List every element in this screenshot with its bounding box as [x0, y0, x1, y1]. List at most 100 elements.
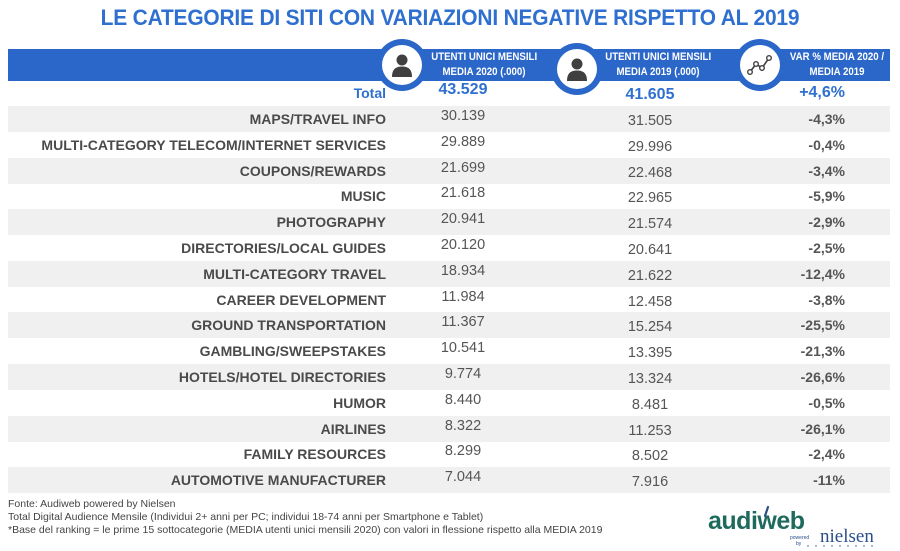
row-var: -2,5%: [808, 240, 845, 256]
row-label: FAMILY RESOURCES: [243, 446, 386, 463]
row-media-2019: 22.965: [627, 190, 673, 207]
row-media-2020: 7.044: [444, 469, 482, 486]
row-media-2020: 8.440: [444, 391, 482, 408]
footer-audience-note: Total Digital Audience Mensile (Individu…: [8, 511, 484, 523]
row-media-2020: 9.774: [444, 366, 482, 382]
svg-text:powered: powered: [790, 535, 809, 541]
row-media-2020: 20.941: [440, 211, 486, 228]
header-circle-2020: [376, 39, 428, 91]
row-var: -12,4%: [800, 265, 845, 282]
row-media-2019: 12.458: [627, 293, 673, 310]
header-col-2020-line2: MEDIA 2020 (.000): [442, 66, 526, 78]
row-media-2019: 13.324: [627, 371, 673, 387]
table-row: FAMILY RESOURCES 8.299 8.502 -2,4%: [8, 441, 890, 467]
row-var: -0,5%: [808, 394, 845, 411]
table-row: HUMOR 8.440 8.481 -0,5%: [8, 390, 890, 416]
row-var: -21,3%: [800, 343, 845, 360]
header-col-var-line1: VAR % MEDIA 2020 /: [789, 51, 885, 63]
table-row: GAMBLING/SWEEPSTAKES 10.541 13.395 -21,3%: [8, 338, 890, 364]
table-row: AIRLINES 8.322 11.253 -26,1%: [8, 415, 890, 442]
row-media-2019: 15.254: [627, 319, 673, 336]
svg-text:by: by: [796, 541, 802, 547]
row-media-2020: 18.934: [440, 262, 486, 279]
row-label: GROUND TRANSPORTATION: [191, 317, 386, 334]
header-col-2019-line2: MEDIA 2019 (.000): [616, 66, 700, 78]
table-row: MULTI-CATEGORY TRAVEL 18.934 21.622 -12,4%: [8, 260, 890, 287]
header-circle-2019: [551, 43, 603, 95]
row-label: AIRLINES: [320, 420, 386, 437]
svg-text:audiweb: audiweb: [708, 507, 805, 535]
row-media-2019: 13.395: [627, 345, 673, 362]
row-media-2019: 29.996: [627, 138, 673, 155]
table-row: AUTOMOTIVE MANUFACTURER 7.044 7.916 -11%: [8, 467, 890, 494]
row-media-2020: 11.984: [441, 288, 485, 305]
row-media-2019: 11.253: [628, 422, 672, 439]
row-label: MULTI-CATEGORY TRAVEL: [203, 265, 386, 282]
row-label: HOTELS/HOTEL DIRECTORIES: [178, 369, 386, 385]
table-row: DIRECTORIES/LOCAL GUIDES 20.120 20.641 -2,5…: [8, 235, 890, 261]
row-media-2019: 7.916: [631, 474, 669, 491]
table-row: CAREER DEVELOPMENT 11.984 12.458 -3,8%: [8, 287, 890, 313]
table-row: COUPONS/REWARDS 21.699 22.468 -3,4%: [8, 157, 890, 184]
header-col-var-line2: MEDIA 2019: [809, 66, 865, 78]
row-media-2020: 8.322: [444, 417, 482, 434]
total-var: +4,6%: [799, 84, 845, 101]
row-media-2020: 10.541: [440, 340, 486, 357]
footer-source: Fonte: Audiweb powered by Nielsen: [8, 498, 176, 510]
svg-text:nielsen: nielsen: [820, 526, 874, 547]
header-col-var: VAR % MEDIA 2020 / MEDIA 2019: [789, 50, 886, 80]
person-icon: [567, 58, 587, 81]
header-col-2019: UTENTI UNICI MENSILI MEDIA 2019 (.000): [605, 50, 711, 80]
row-media-2019: 8.481: [631, 396, 669, 413]
row-media-2020: 29.889: [440, 133, 486, 150]
header-circle-var: [734, 39, 786, 91]
table-row: MUSIC 21.618 22.965 -5,9%: [8, 183, 890, 209]
row-media-2020: 21.699: [440, 159, 486, 176]
total-media-2020: 43.529: [438, 81, 488, 98]
row-var: -0,4%: [808, 136, 845, 153]
row-media-2020: 20.120: [440, 237, 486, 253]
row-var: -2,9%: [808, 214, 845, 231]
row-label: HUMOR: [333, 394, 386, 411]
row-media-2019: 8.502: [631, 448, 669, 465]
row-label: PHOTOGRAPHY: [276, 214, 386, 231]
row-var: -5,9%: [808, 188, 845, 205]
table-row: GROUND TRANSPORTATION 11.367 15.254 -25,5%: [8, 312, 890, 339]
row-label: MUSIC: [340, 188, 386, 205]
line-chart-icon: [747, 55, 773, 76]
row-var: -4,3%: [808, 111, 845, 127]
row-label: MULTI-CATEGORY TELECOM/INTERNET SERVICES: [41, 136, 386, 153]
header-col-2020: UTENTI UNICI MENSILI MEDIA 2020 (.000): [431, 50, 537, 80]
row-var: -2,4%: [808, 446, 845, 463]
person-icon: [392, 54, 412, 77]
row-var: -26,6%: [800, 369, 845, 385]
header-col-2020-line1: UTENTI UNICI MENSILI: [431, 51, 538, 63]
row-media-2020: 8.299: [444, 443, 482, 460]
page-title: LE CATEGORIE DI SITI CON VARIAZIONI NEGA…: [100, 5, 800, 30]
row-media-2020: 11.367: [441, 314, 485, 331]
row-label: MAPS/TRAVEL INFO: [249, 111, 386, 127]
row-label: AUTOMOTIVE MANUFACTURER: [170, 472, 386, 489]
footer-notes: Fonte: Audiweb powered by Nielsen Total …: [8, 498, 602, 537]
row-media-2019: 22.468: [627, 164, 673, 181]
total-row: Total 43.529 41.605 +4,6%: [8, 80, 890, 106]
row-var: -11%: [813, 472, 845, 489]
row-media-2020: 21.618: [440, 185, 486, 202]
table-row: MULTI-CATEGORY TELECOM/INTERNET SERVICES…: [8, 132, 890, 158]
audiweb-nielsen-logo: audiweb powered by nielsen: [708, 505, 874, 547]
row-var: -26,1%: [800, 420, 845, 437]
row-var: -25,5%: [800, 317, 845, 334]
row-label: CAREER DEVELOPMENT: [216, 291, 386, 308]
row-var: -3,8%: [808, 291, 845, 308]
row-media-2019: 21.574: [627, 216, 673, 233]
table-row: PHOTOGRAPHY 20.941 21.574 -2,9%: [8, 209, 890, 236]
row-label: DIRECTORIES/LOCAL GUIDES: [181, 240, 386, 256]
table-row: MAPS/TRAVEL INFO 30.139 31.505 -4,3%: [8, 106, 890, 132]
row-media-2020: 30.139: [440, 108, 486, 124]
header-col-2019-line1: UTENTI UNICI MENSILI: [605, 51, 712, 63]
footer-ranking-note: *Base del ranking = le prime 15 sottocat…: [8, 524, 603, 536]
total-label: Total: [353, 85, 386, 101]
total-media-2019: 41.605: [625, 86, 675, 103]
row-var: -3,4%: [808, 162, 845, 179]
table-row: HOTELS/HOTEL DIRECTORIES 9.774 13.324 -26,6…: [8, 364, 890, 390]
